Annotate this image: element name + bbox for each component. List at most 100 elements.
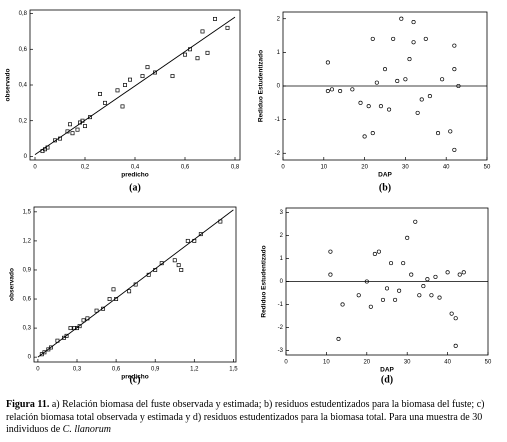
- y-tick-label: 0: [24, 154, 28, 160]
- point: [399, 16, 404, 21]
- point: [366, 104, 371, 109]
- point: [58, 136, 62, 141]
- point: [53, 138, 57, 143]
- point: [453, 316, 458, 321]
- point: [83, 124, 87, 129]
- point: [370, 131, 375, 136]
- x-tick-label: 0,8: [231, 165, 240, 171]
- point: [423, 36, 428, 41]
- point: [115, 88, 120, 93]
- point: [457, 272, 462, 277]
- point: [325, 60, 330, 65]
- x-tick-label: 1,2: [190, 367, 199, 373]
- point: [103, 100, 107, 105]
- point: [94, 308, 99, 313]
- y-tick-label: 1: [280, 256, 284, 262]
- fit-line: [34, 16, 236, 156]
- point: [340, 302, 345, 307]
- point: [328, 272, 333, 277]
- x-axis-label: predicho: [121, 172, 148, 179]
- point: [393, 297, 398, 302]
- y-tick-label: -1: [278, 302, 284, 308]
- point: [80, 118, 85, 123]
- point: [128, 77, 132, 82]
- point: [133, 282, 138, 287]
- point: [140, 74, 145, 79]
- point: [378, 104, 383, 109]
- point: [449, 311, 454, 316]
- y-tick-label: -2: [278, 325, 284, 331]
- point: [387, 107, 392, 112]
- point: [452, 43, 457, 48]
- point: [384, 286, 390, 291]
- point: [185, 238, 190, 243]
- y-tick-label: 0: [277, 84, 281, 90]
- point: [382, 67, 388, 72]
- charts: 0 0,2 0,4 0,6 0,8 0 0,2 0,4 0,6 0,8 predicho observ…: [5, 9, 492, 385]
- x-tick-label: 0: [36, 367, 40, 373]
- point: [409, 272, 414, 277]
- x-tick-label: 40: [444, 360, 451, 366]
- point: [362, 134, 367, 139]
- y-tick-label: 0,8: [19, 11, 28, 17]
- point: [445, 270, 450, 275]
- point: [111, 287, 116, 292]
- panel-label: (b): [379, 182, 391, 193]
- y-tick-label: -3: [278, 348, 284, 354]
- x-tick-label: 0,6: [181, 165, 190, 171]
- point: [391, 36, 396, 41]
- point: [405, 235, 410, 240]
- point: [45, 145, 50, 150]
- point: [435, 131, 441, 136]
- point: [195, 56, 200, 61]
- point: [368, 304, 373, 309]
- point: [120, 104, 125, 109]
- point: [433, 274, 438, 279]
- point: [407, 57, 412, 62]
- y-axis-label: observado: [9, 268, 16, 301]
- caption-species: C. llanorum: [62, 424, 112, 435]
- point: [456, 83, 461, 89]
- point: [437, 295, 442, 300]
- point: [127, 289, 132, 294]
- point: [388, 261, 394, 266]
- point: [425, 277, 430, 282]
- y-tick-label: 0,4: [19, 83, 28, 89]
- point: [376, 249, 381, 254]
- point: [356, 293, 361, 298]
- point: [453, 343, 458, 348]
- point: [192, 238, 197, 243]
- point: [77, 324, 82, 329]
- point: [55, 338, 60, 343]
- point: [183, 52, 187, 57]
- point: [370, 36, 375, 41]
- x-tick-label: 50: [485, 360, 492, 366]
- point: [429, 293, 434, 298]
- point: [68, 326, 73, 331]
- point: [364, 279, 369, 284]
- point: [452, 67, 457, 72]
- point: [395, 78, 400, 84]
- caption-label: Figura 11.: [6, 399, 50, 410]
- x-tick-label: 20: [363, 360, 370, 366]
- point: [336, 336, 341, 341]
- x-tick-label: 0: [281, 165, 285, 171]
- y-tick-label: 0,6: [23, 297, 32, 303]
- y-tick-label: 1,5: [23, 209, 32, 215]
- y-tick-label: -2: [275, 151, 281, 157]
- point: [107, 297, 112, 301]
- x-tick-label: 1,5: [229, 367, 238, 373]
- point: [411, 20, 416, 25]
- point: [421, 284, 426, 289]
- point: [325, 88, 330, 94]
- point: [153, 70, 157, 75]
- point: [397, 288, 402, 293]
- point: [461, 270, 466, 275]
- y-tick-label: 0,3: [23, 326, 32, 332]
- panel-label: (d): [381, 374, 393, 385]
- point: [413, 219, 418, 224]
- point: [159, 261, 164, 266]
- point: [81, 318, 86, 323]
- point: [75, 127, 80, 132]
